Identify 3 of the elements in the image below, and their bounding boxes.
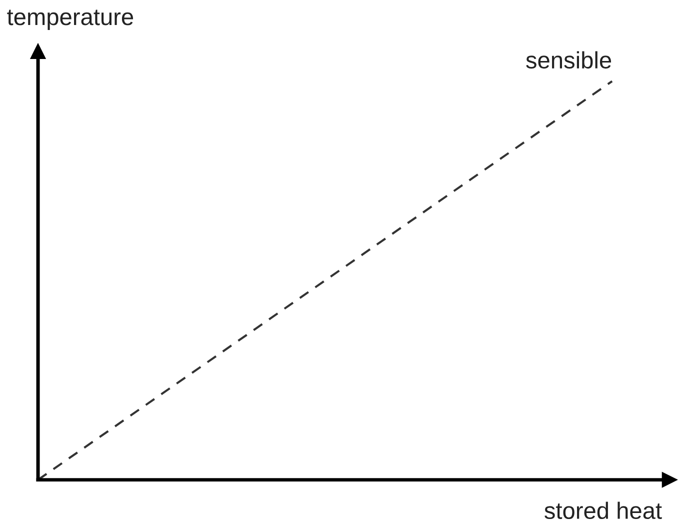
y-axis-title: temperature (7, 10, 134, 30)
series-label: sensible (526, 51, 612, 69)
x-axis-title: stored heat (544, 502, 662, 520)
